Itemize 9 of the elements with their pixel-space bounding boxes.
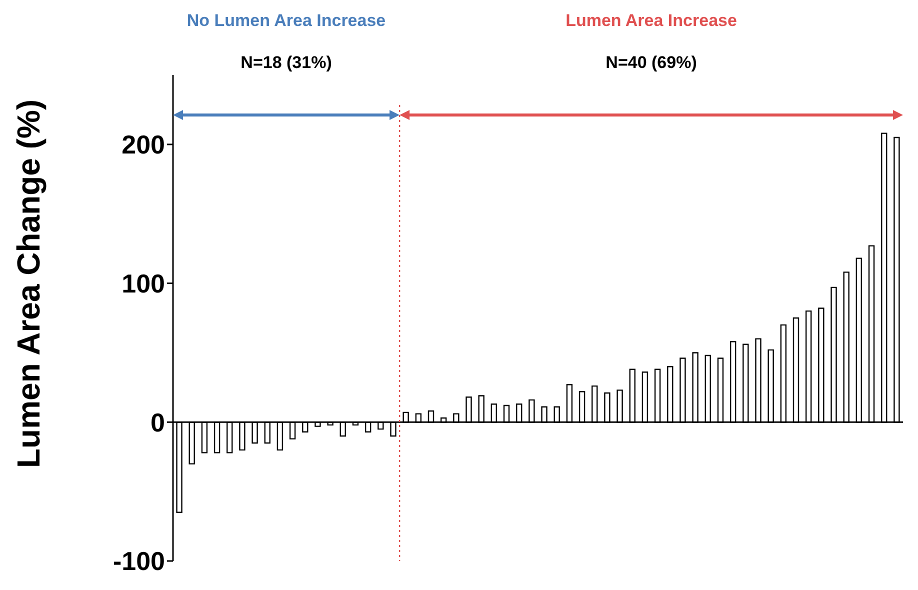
y-tick-label: -100 <box>112 546 165 576</box>
text: No Lumen Area Increase <box>186 11 386 30</box>
text: N=18 (31%) <box>240 53 332 72</box>
text: N=40 (69%) <box>606 53 697 72</box>
y-tick-label: 200 <box>122 130 165 160</box>
text: Lumen Area Increase <box>566 11 737 30</box>
y-axis-title: Lumen Area Change (%) <box>10 99 46 468</box>
y-tick-label: 0 <box>150 407 165 438</box>
y-tick-label: 100 <box>122 268 165 299</box>
